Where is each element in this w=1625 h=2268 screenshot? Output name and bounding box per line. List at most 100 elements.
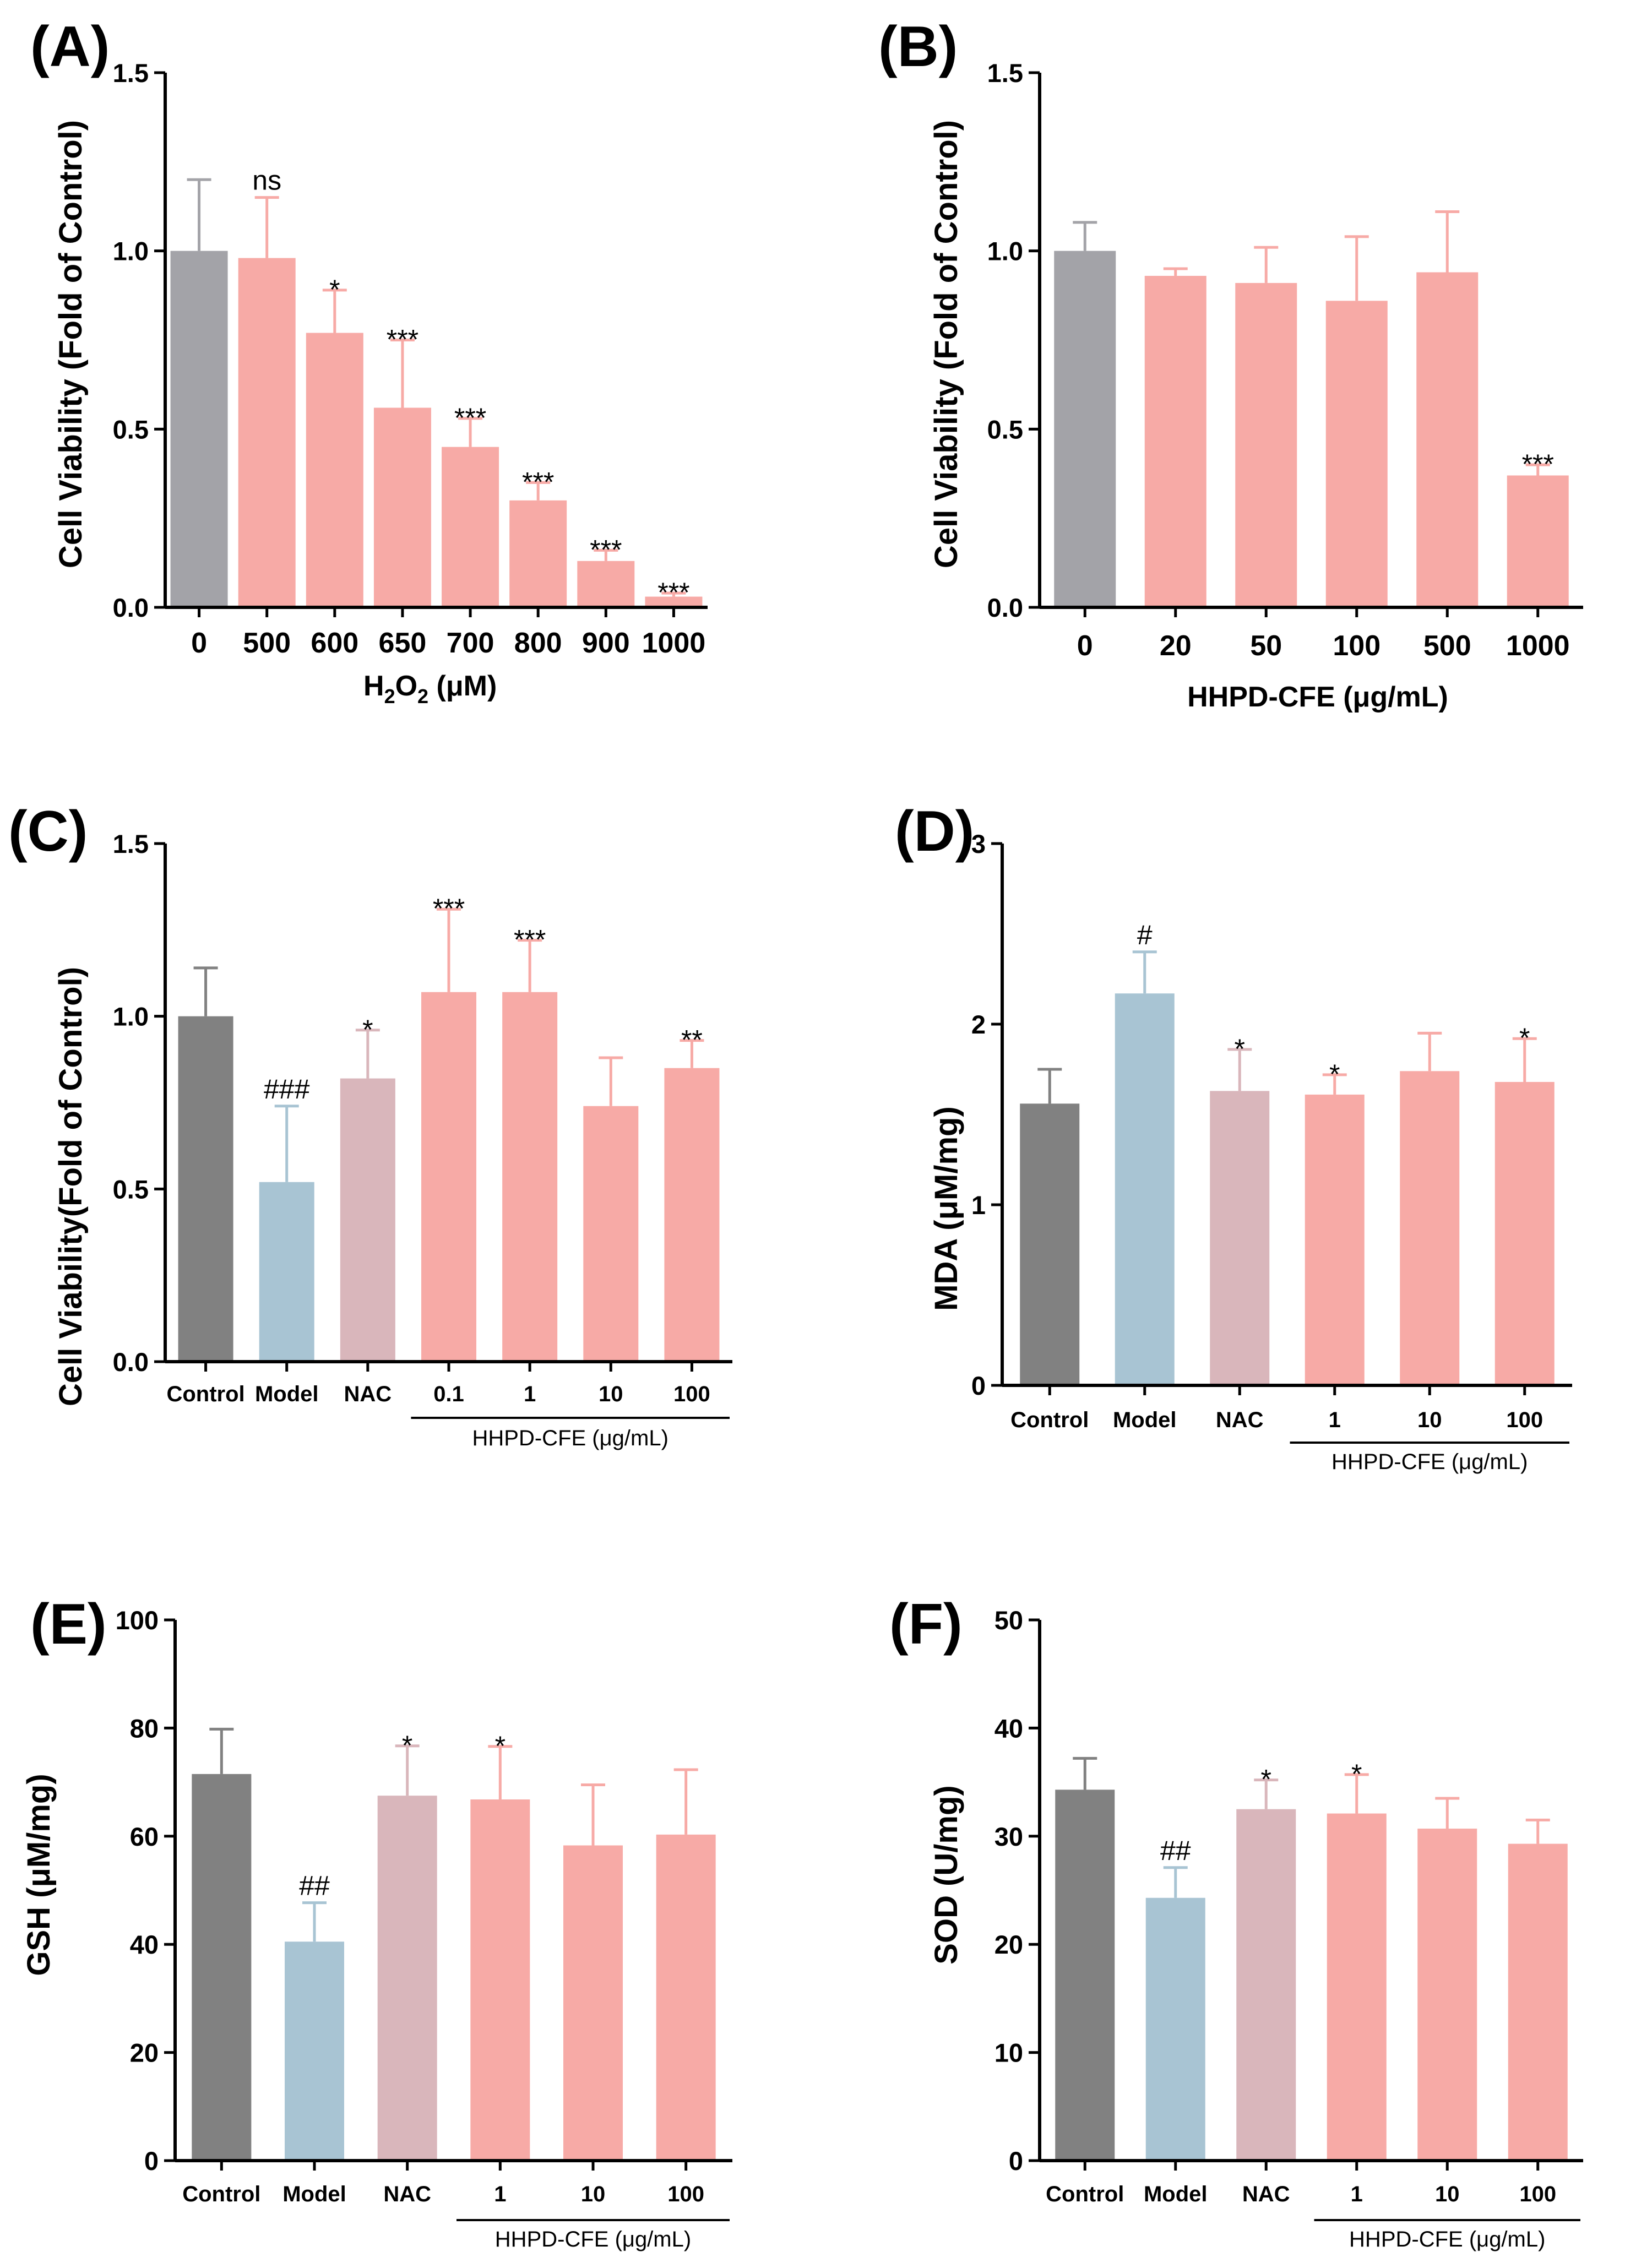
significance-label-a: *** [454, 403, 486, 433]
x-tick-label-a: 0 [191, 627, 207, 659]
panel-a: (A) Cell Viability (Fold of Control) H2O… [30, 15, 708, 708]
panel-label-c: (C) [8, 799, 88, 863]
x-tick-label-e: Model [282, 2182, 346, 2206]
x-title-a-o: O [395, 670, 417, 702]
x-tick-label-d: 100 [1506, 1408, 1543, 1432]
panel-label-d: (D) [895, 799, 974, 863]
significance-label-d: # [1137, 920, 1153, 950]
significance-label-a: ns [252, 165, 281, 196]
y-tick-label-f: 30 [994, 1822, 1023, 1851]
bar-a [373, 407, 431, 606]
significance-label-d: * [1235, 1034, 1245, 1064]
y-tick-label-b: 0.0 [987, 593, 1023, 622]
x-tick-label-d: Control [1010, 1408, 1089, 1432]
x-tick-label-f: 10 [1435, 2182, 1460, 2206]
significance-label-a: *** [522, 466, 554, 497]
x-tick-label-c: Model [255, 1382, 319, 1406]
bar-c [583, 1106, 639, 1360]
y-tick-label-d: 0 [971, 1371, 986, 1400]
bar-d [1400, 1071, 1460, 1384]
bar-f [1055, 1790, 1115, 2159]
significance-label-a: *** [590, 534, 622, 565]
significance-label-d: * [1519, 1022, 1530, 1053]
x-tick-label-e: NAC [383, 2182, 431, 2206]
bar-a [509, 500, 567, 606]
x-tick-label-f: NAC [1242, 2182, 1290, 2206]
bar-d [1494, 1081, 1555, 1384]
bar-f [1236, 1809, 1296, 2159]
y-tick-label-a: 1.0 [113, 237, 149, 266]
bar-c [178, 1016, 233, 1360]
x-tick-label-b: 100 [1333, 630, 1381, 662]
y-tick-label-a: 0.5 [113, 415, 149, 444]
significance-label-c: *** [514, 924, 546, 955]
x-tick-label-d: NAC [1216, 1408, 1264, 1432]
x-tick-label-f: Model [1144, 2182, 1208, 2206]
y-tick-label-c: 1.5 [113, 829, 149, 858]
x-tick-label-e: 1 [494, 2182, 506, 2206]
y-tick-label-f: 10 [994, 2038, 1023, 2068]
y-axis-title-c: Cell Viability(Fold of Control) [53, 967, 89, 1406]
y-tick-label-b: 0.5 [987, 415, 1023, 444]
bar-f [1145, 1897, 1205, 2159]
y-tick-label-a: 0.0 [113, 593, 149, 622]
y-tick-label-d: 2 [971, 1010, 986, 1039]
panel-label-f: (F) [889, 1592, 963, 1656]
group-label-d: HHPD-CFE (μg/mL) [1331, 1450, 1528, 1474]
x-tick-label-c: Control [166, 1382, 244, 1406]
y-tick-label-e: 20 [130, 2038, 159, 2068]
x-tick-label-b: 500 [1423, 630, 1471, 662]
bar-b [1235, 282, 1297, 606]
bar-c [259, 1182, 314, 1360]
x-title-a-h: H [363, 670, 384, 702]
panel-e: (E) GSH (μM/mg) 0 20 40 60 80 100 Control Model… [21, 1592, 732, 2251]
bar-f [1508, 1843, 1568, 2159]
bar-a [577, 561, 635, 606]
bar-b [1054, 251, 1116, 606]
y-tick-label-e: 60 [130, 1822, 159, 1851]
x-tick-label-b: 0 [1077, 630, 1093, 662]
bar-b [1325, 301, 1388, 606]
bar-a [306, 333, 363, 606]
group-label-e: HHPD-CFE (μg/mL) [495, 2227, 691, 2251]
bar-a [170, 251, 228, 606]
x-tick-label-f: 100 [1519, 2182, 1556, 2206]
y-tick-label-a: 1.5 [113, 58, 149, 88]
bar-c [664, 1068, 720, 1360]
x-tick-label-a: 600 [311, 627, 358, 659]
significance-label-c: * [362, 1014, 373, 1045]
group-label-f: HHPD-CFE (μg/mL) [1349, 2227, 1545, 2251]
y-axis-title-f: SOD (U/mg) [928, 1785, 964, 1964]
bar-d [1020, 1103, 1080, 1384]
x-tick-label-a: 1000 [642, 627, 706, 659]
bar-e [192, 1774, 252, 2159]
bar-a [645, 596, 703, 606]
bar-e [470, 1799, 530, 2159]
x-tick-label-a: 800 [514, 627, 562, 659]
x-tick-label-b: 20 [1160, 630, 1192, 662]
x-tick-label-c: NAC [344, 1382, 392, 1406]
y-tick-label-e: 40 [130, 1930, 159, 1959]
x-tick-label-c: 1 [524, 1382, 536, 1406]
significance-label-a: *** [387, 324, 419, 355]
x-title-a-sub2: 2 [417, 685, 428, 708]
y-tick-label-c: 0.5 [113, 1174, 149, 1204]
panel-label-e: (E) [30, 1592, 107, 1656]
x-tick-label-f: 1 [1351, 2182, 1363, 2206]
y-tick-label-f: 20 [994, 1930, 1023, 1959]
bar-e [285, 1941, 344, 2159]
y-axis-title-b: Cell Viability (Fold of Control) [928, 120, 964, 568]
bar-e [563, 1845, 623, 2159]
y-tick-label-f: 50 [994, 1606, 1023, 1635]
bar-c [502, 992, 558, 1360]
y-axis-title-a: Cell Viability (Fold of Control) [53, 120, 89, 568]
y-axis-title-e: GSH (μM/mg) [21, 1774, 57, 1976]
y-tick-label-e: 100 [116, 1606, 159, 1635]
significance-label-c: ### [264, 1074, 310, 1105]
x-tick-label-a: 900 [582, 627, 630, 659]
bar-d [1305, 1094, 1365, 1384]
x-title-a-unit: (μM) [428, 670, 497, 702]
bar-f [1417, 1829, 1477, 2159]
x-axis-title-b: HHPD-CFE (μg/mL) [1187, 681, 1448, 713]
